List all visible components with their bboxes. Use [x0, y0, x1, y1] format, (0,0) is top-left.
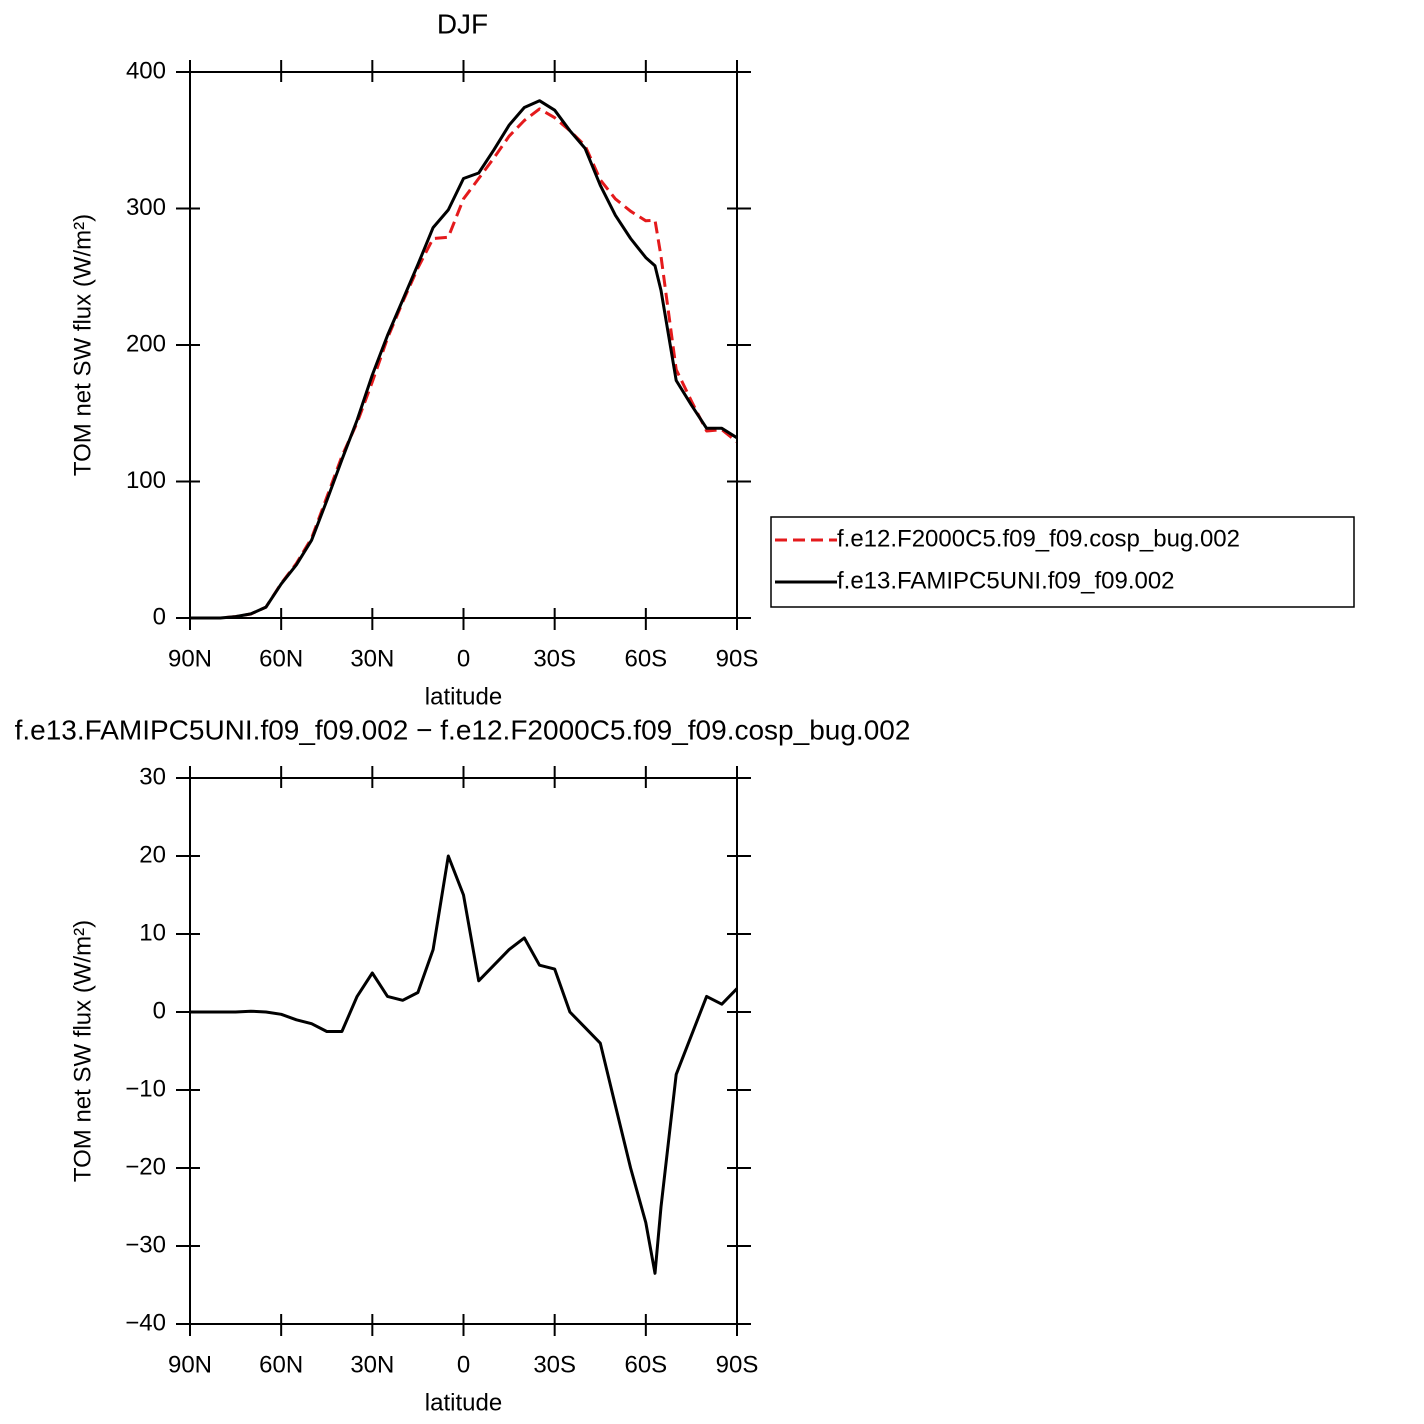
legend-label: f.e12.F2000C5.f09_f09.cosp_bug.002	[837, 525, 1240, 552]
chart-title: DJF	[437, 8, 488, 39]
x-tick-label: 60S	[624, 645, 667, 672]
y-tick-label: 30	[139, 763, 166, 790]
x-axis-label: latitude	[425, 683, 502, 710]
data-line	[190, 99, 738, 620]
y-tick-label: −30	[125, 1231, 166, 1258]
x-tick-label: 0	[457, 645, 470, 672]
legend-label: f.e13.FAMIPC5UNI.f09_f09.002	[837, 567, 1175, 594]
y-tick-label: 300	[126, 194, 166, 221]
x-axis-label: latitude	[425, 1389, 502, 1416]
y-tick-label: 10	[139, 919, 166, 946]
x-tick-label: 90S	[716, 1351, 759, 1378]
x-tick-label: 60S	[624, 1351, 667, 1378]
y-tick-label: −20	[125, 1153, 166, 1180]
y-tick-label: −40	[125, 1309, 166, 1336]
plot-frame	[189, 71, 738, 619]
x-tick-label: 90S	[716, 645, 759, 672]
y-tick-label: 200	[126, 330, 166, 357]
x-tick-label: 90N	[168, 1351, 212, 1378]
data-line	[190, 107, 738, 620]
y-tick-label: 0	[153, 603, 166, 630]
x-tick-label: 60N	[259, 645, 303, 672]
y-tick-label: 100	[126, 467, 166, 494]
data-line	[190, 854, 739, 1275]
chart-title: f.e13.FAMIPC5UNI.f09_f09.002 − f.e12.F20…	[15, 714, 911, 745]
x-tick-label: 30N	[350, 1351, 394, 1378]
y-axis-label: TOM net SW flux (W/m²)	[69, 214, 96, 476]
legend-box	[770, 516, 1355, 608]
x-tick-label: 60N	[259, 1351, 303, 1378]
y-tick-label: 0	[153, 997, 166, 1024]
y-tick-label: 20	[139, 841, 166, 868]
x-tick-label: 30N	[350, 645, 394, 672]
y-tick-label: 400	[126, 57, 166, 84]
plot-frame	[189, 777, 738, 1325]
x-tick-label: 30S	[533, 1351, 576, 1378]
y-axis-label: TOM net SW flux (W/m²)	[69, 920, 96, 1182]
x-tick-label: 30S	[533, 645, 576, 672]
x-tick-label: 0	[457, 1351, 470, 1378]
y-tick-label: −10	[125, 1075, 166, 1102]
x-tick-label: 90N	[168, 645, 212, 672]
